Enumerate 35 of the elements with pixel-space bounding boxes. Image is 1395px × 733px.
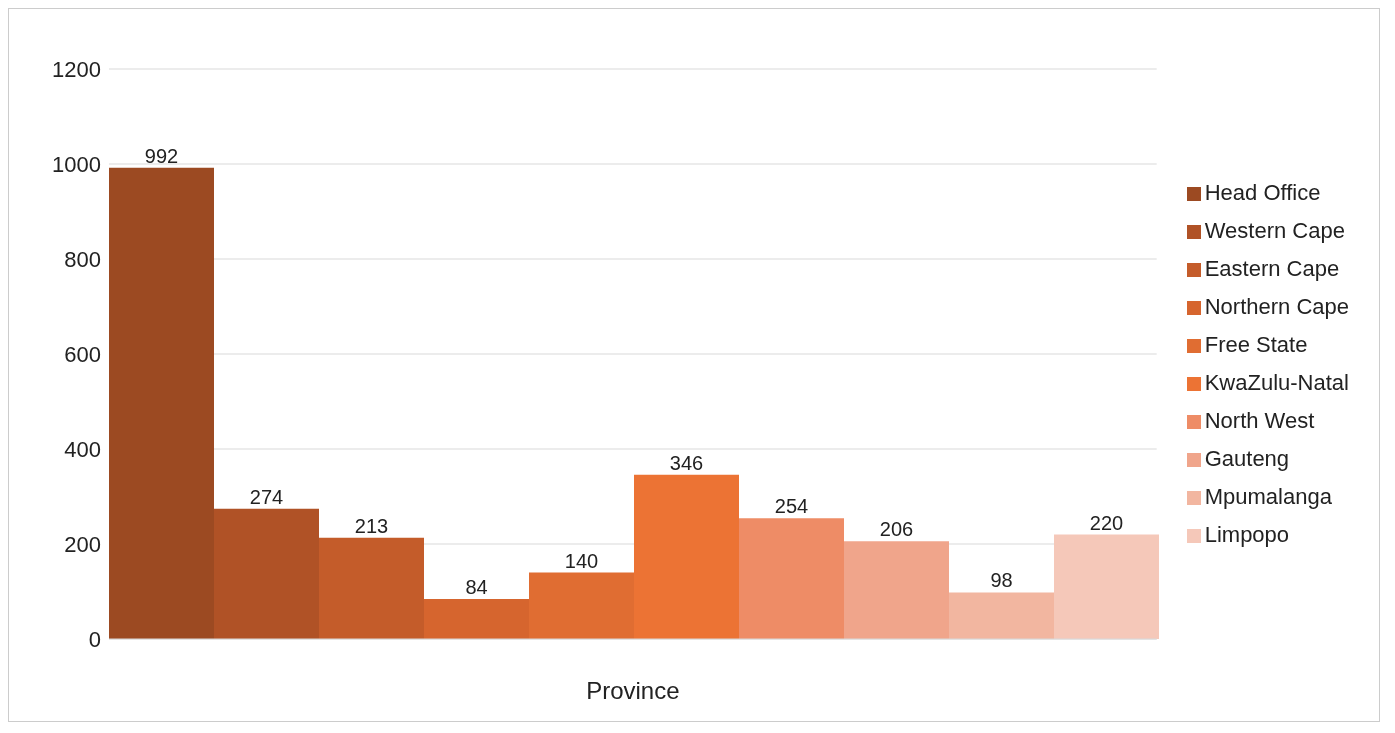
x-axis-title: Province (586, 677, 680, 704)
y-tick-label: 1200 (52, 56, 101, 82)
bar (739, 518, 844, 639)
bar (109, 167, 214, 639)
legend-label: Gauteng (1204, 446, 1290, 471)
data-label: 274 (249, 485, 284, 508)
bar (319, 537, 424, 639)
legend-label: Mpumalanga (1204, 484, 1332, 509)
y-tick-label: 200 (64, 531, 101, 557)
data-label: 140 (564, 549, 599, 572)
y-tick-label: 800 (64, 246, 101, 272)
legend-label: Limpopo (1204, 522, 1290, 547)
bar (949, 592, 1054, 639)
y-tick-label: 400 (64, 436, 101, 462)
data-label: 213 (354, 514, 389, 537)
data-label: 220 (1089, 511, 1124, 534)
y-tick-label: 1000 (52, 151, 101, 177)
legend-label: Northern Cape (1204, 294, 1349, 319)
data-label: 254 (774, 495, 809, 518)
legend-label: Free State (1204, 332, 1308, 357)
data-label: 98 (990, 569, 1013, 592)
legend-label: North West (1204, 408, 1315, 433)
bar (1054, 534, 1159, 639)
data-label: 346 (669, 451, 704, 474)
data-label: 84 (465, 576, 488, 599)
bar (214, 508, 319, 639)
legend-label: Eastern Cape (1204, 256, 1340, 281)
legend-label: KwaZulu-Natal (1204, 370, 1349, 395)
bar (844, 541, 949, 639)
data-label: 992 (144, 144, 179, 167)
y-tick-label: 0 (88, 626, 101, 652)
data-label: 206 (879, 518, 914, 541)
legend-label: Head Office (1204, 180, 1321, 205)
y-tick-label: 600 (64, 341, 101, 367)
legend-label: Western Cape (1204, 218, 1345, 243)
